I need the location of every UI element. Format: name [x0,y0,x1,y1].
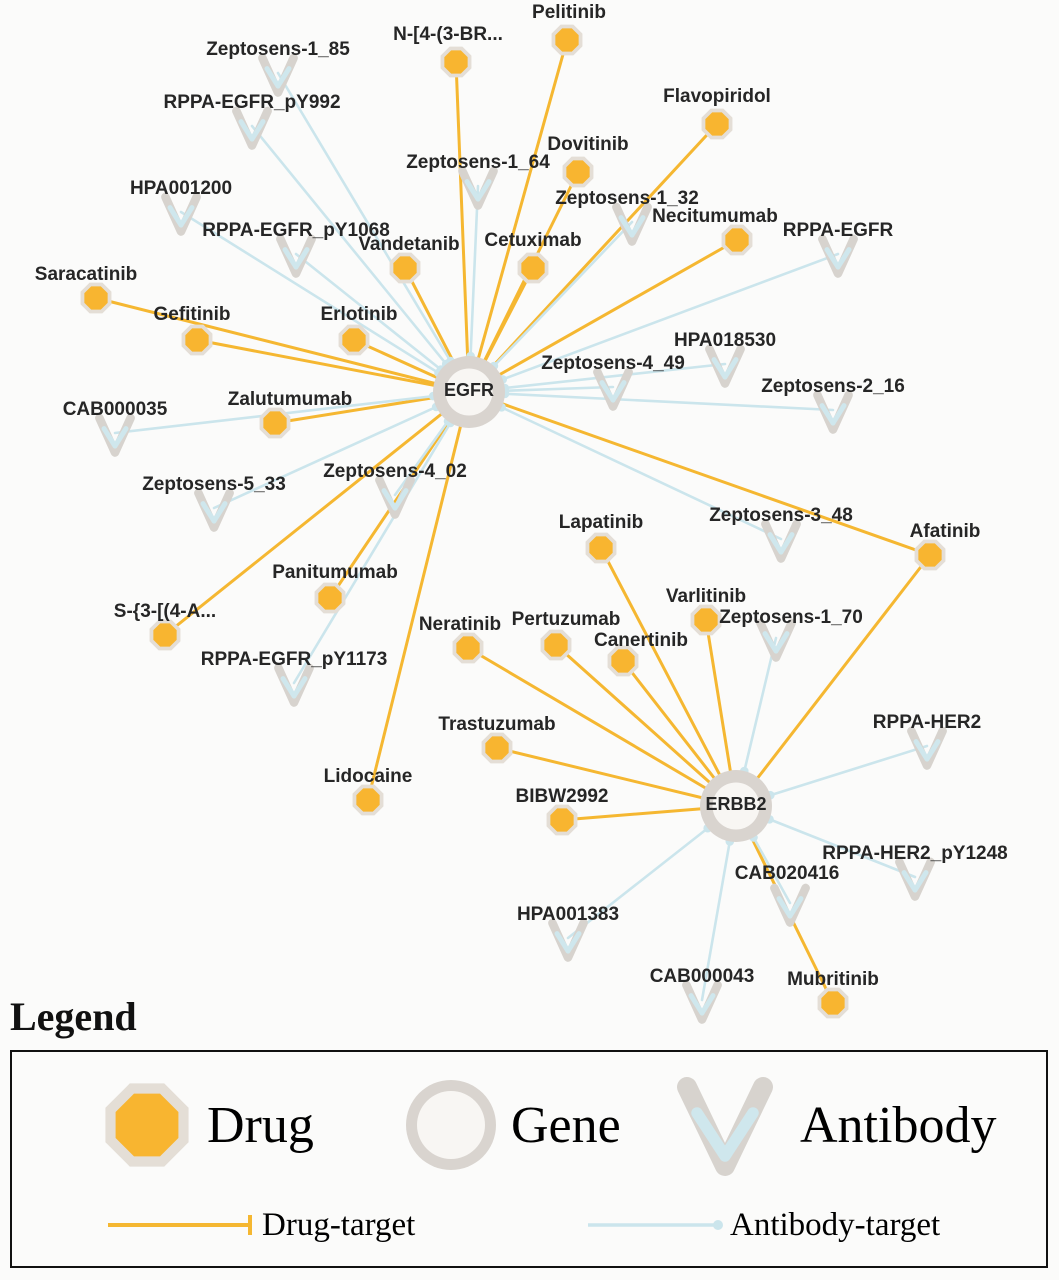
svg-text:Antibody-target: Antibody-target [730,1207,940,1243]
svg-text:Gene: Gene [511,1097,621,1154]
svg-text:Antibody: Antibody [800,1097,996,1154]
svg-text:Drug-target: Drug-target [262,1207,415,1243]
svg-text:Drug: Drug [207,1097,314,1154]
